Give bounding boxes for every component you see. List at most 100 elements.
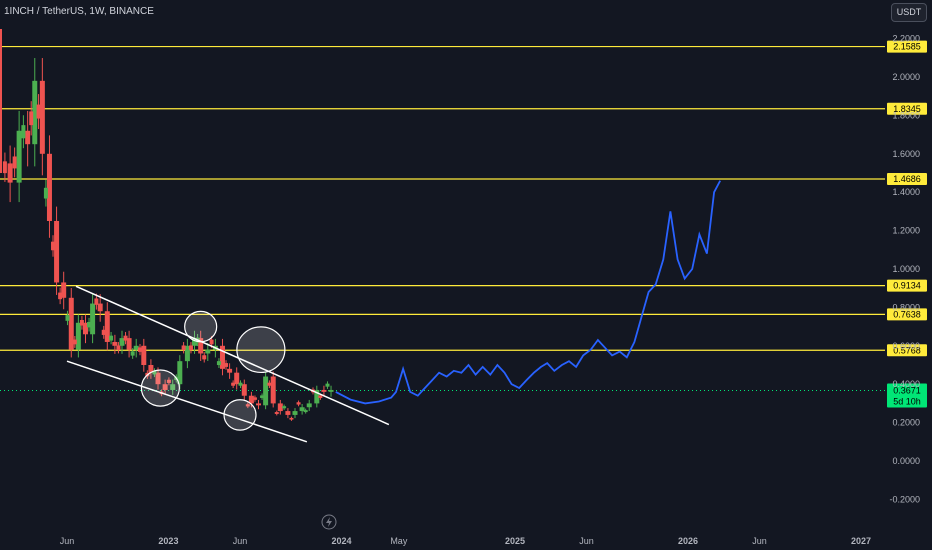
time-tick-label: 2025 xyxy=(505,536,525,546)
time-tick-label: Jun xyxy=(579,536,594,546)
candle-body xyxy=(58,292,63,300)
candle-body xyxy=(43,187,48,199)
channel-lines xyxy=(66,285,390,443)
candle-body xyxy=(104,311,110,342)
candle-body xyxy=(116,345,121,350)
candle-body xyxy=(54,221,60,283)
candle-body xyxy=(155,372,161,385)
current-price-tag xyxy=(887,383,927,408)
candle-body xyxy=(263,376,269,406)
candle-body xyxy=(68,297,74,350)
highlight-circle xyxy=(223,399,257,431)
candle-body xyxy=(260,395,265,398)
price-tick-label: 1.4000 xyxy=(892,187,920,197)
candle-body xyxy=(25,130,31,145)
price-tick-label: 0.0000 xyxy=(892,456,920,466)
candle-body xyxy=(306,403,312,408)
level-tag-label: 0.9134 xyxy=(893,281,921,291)
replay-button[interactable] xyxy=(321,514,337,530)
candle-body xyxy=(61,282,67,298)
level-tag-label: 1.4686 xyxy=(893,174,921,184)
time-tick-label: Jun xyxy=(752,536,767,546)
candle-body xyxy=(126,338,132,350)
candle-body xyxy=(234,372,240,385)
projection xyxy=(335,180,721,405)
level-tag xyxy=(887,279,927,292)
candle-body xyxy=(285,411,291,415)
candle-body xyxy=(109,335,114,341)
candle-body xyxy=(97,303,103,312)
candle-body xyxy=(202,355,207,360)
candle-body xyxy=(198,338,204,354)
candle-body xyxy=(87,321,92,328)
candle-body xyxy=(299,407,305,412)
replay-icon-ring xyxy=(321,514,337,530)
candle-body xyxy=(248,395,254,404)
candle-body xyxy=(123,335,128,341)
projection-line xyxy=(335,180,721,405)
highlight-circle xyxy=(140,369,180,407)
candle-body xyxy=(138,347,143,352)
price-tick-label: 0.8000 xyxy=(892,302,920,312)
candle-body xyxy=(325,383,330,387)
current-price-label: 0.3671 xyxy=(893,386,921,396)
candle-body xyxy=(292,411,298,415)
candle-body xyxy=(94,298,99,305)
level-tag-label: 0.5768 xyxy=(893,345,921,355)
time-tick-label: 2026 xyxy=(678,536,698,546)
candle-body xyxy=(39,80,45,154)
candle-body xyxy=(16,130,22,183)
candle-body xyxy=(119,338,125,346)
candle-body xyxy=(166,379,171,383)
candle-body xyxy=(79,319,84,326)
level-tag xyxy=(887,40,927,53)
candle-body xyxy=(152,370,157,375)
candle-body xyxy=(289,417,294,420)
price-tick-label: 0.2000 xyxy=(892,418,920,428)
candle-body xyxy=(328,389,334,392)
horizontal-levels: 2.1585 1.8345 1.4686 0.9134 0.7638 0.5768 0.36… xyxy=(0,40,927,408)
candle-body xyxy=(238,382,243,386)
candle-body xyxy=(245,404,250,407)
price-tick-label: 1.6000 xyxy=(892,149,920,159)
bar-countdown-label: 5d 10h xyxy=(893,397,921,407)
time-tick-label: Jun xyxy=(233,536,248,546)
price-axis: 2.2000 2.0000 1.8000 1.6000 1.4000 1.2000 1.00… xyxy=(889,34,920,505)
candle-body xyxy=(162,384,168,390)
candle-body xyxy=(241,384,247,396)
candle-body xyxy=(318,395,323,398)
candle-body xyxy=(29,111,34,126)
channel-upper-line xyxy=(75,285,390,426)
lightning-icon xyxy=(326,517,332,527)
candle-body xyxy=(130,351,135,356)
level-tag xyxy=(887,102,927,115)
price-tick-label: 1.2000 xyxy=(892,226,920,236)
candle-body xyxy=(205,349,211,354)
candle-body xyxy=(296,402,301,405)
candle-body xyxy=(227,368,233,373)
candle-body xyxy=(7,163,13,183)
candle-body xyxy=(303,410,308,413)
time-axis: Jun 2023 Jun 2024 May 2025 Jun 2026 Jun 2027 xyxy=(60,536,871,546)
candle-body xyxy=(188,345,193,350)
time-tick-label: Jun xyxy=(60,536,75,546)
candle-body xyxy=(277,403,283,412)
price-tick-label: 2.0000 xyxy=(892,72,920,82)
time-tick-label: 2024 xyxy=(331,536,351,546)
candle-body xyxy=(177,361,183,385)
candle-body xyxy=(267,382,272,386)
price-tick-label: -0.2000 xyxy=(889,494,920,504)
candle-body xyxy=(90,303,96,335)
channel-lower-line xyxy=(66,360,308,443)
price-tick-label: 0.6000 xyxy=(892,341,920,351)
candle-body xyxy=(148,365,154,373)
candle-body xyxy=(192,338,198,346)
currency-button[interactable]: USDT xyxy=(891,3,927,22)
candle-body xyxy=(274,412,279,414)
level-tag-label: 0.7638 xyxy=(893,309,921,319)
candle-body xyxy=(2,161,7,174)
highlight-circle xyxy=(184,310,218,343)
level-tag xyxy=(887,308,927,321)
